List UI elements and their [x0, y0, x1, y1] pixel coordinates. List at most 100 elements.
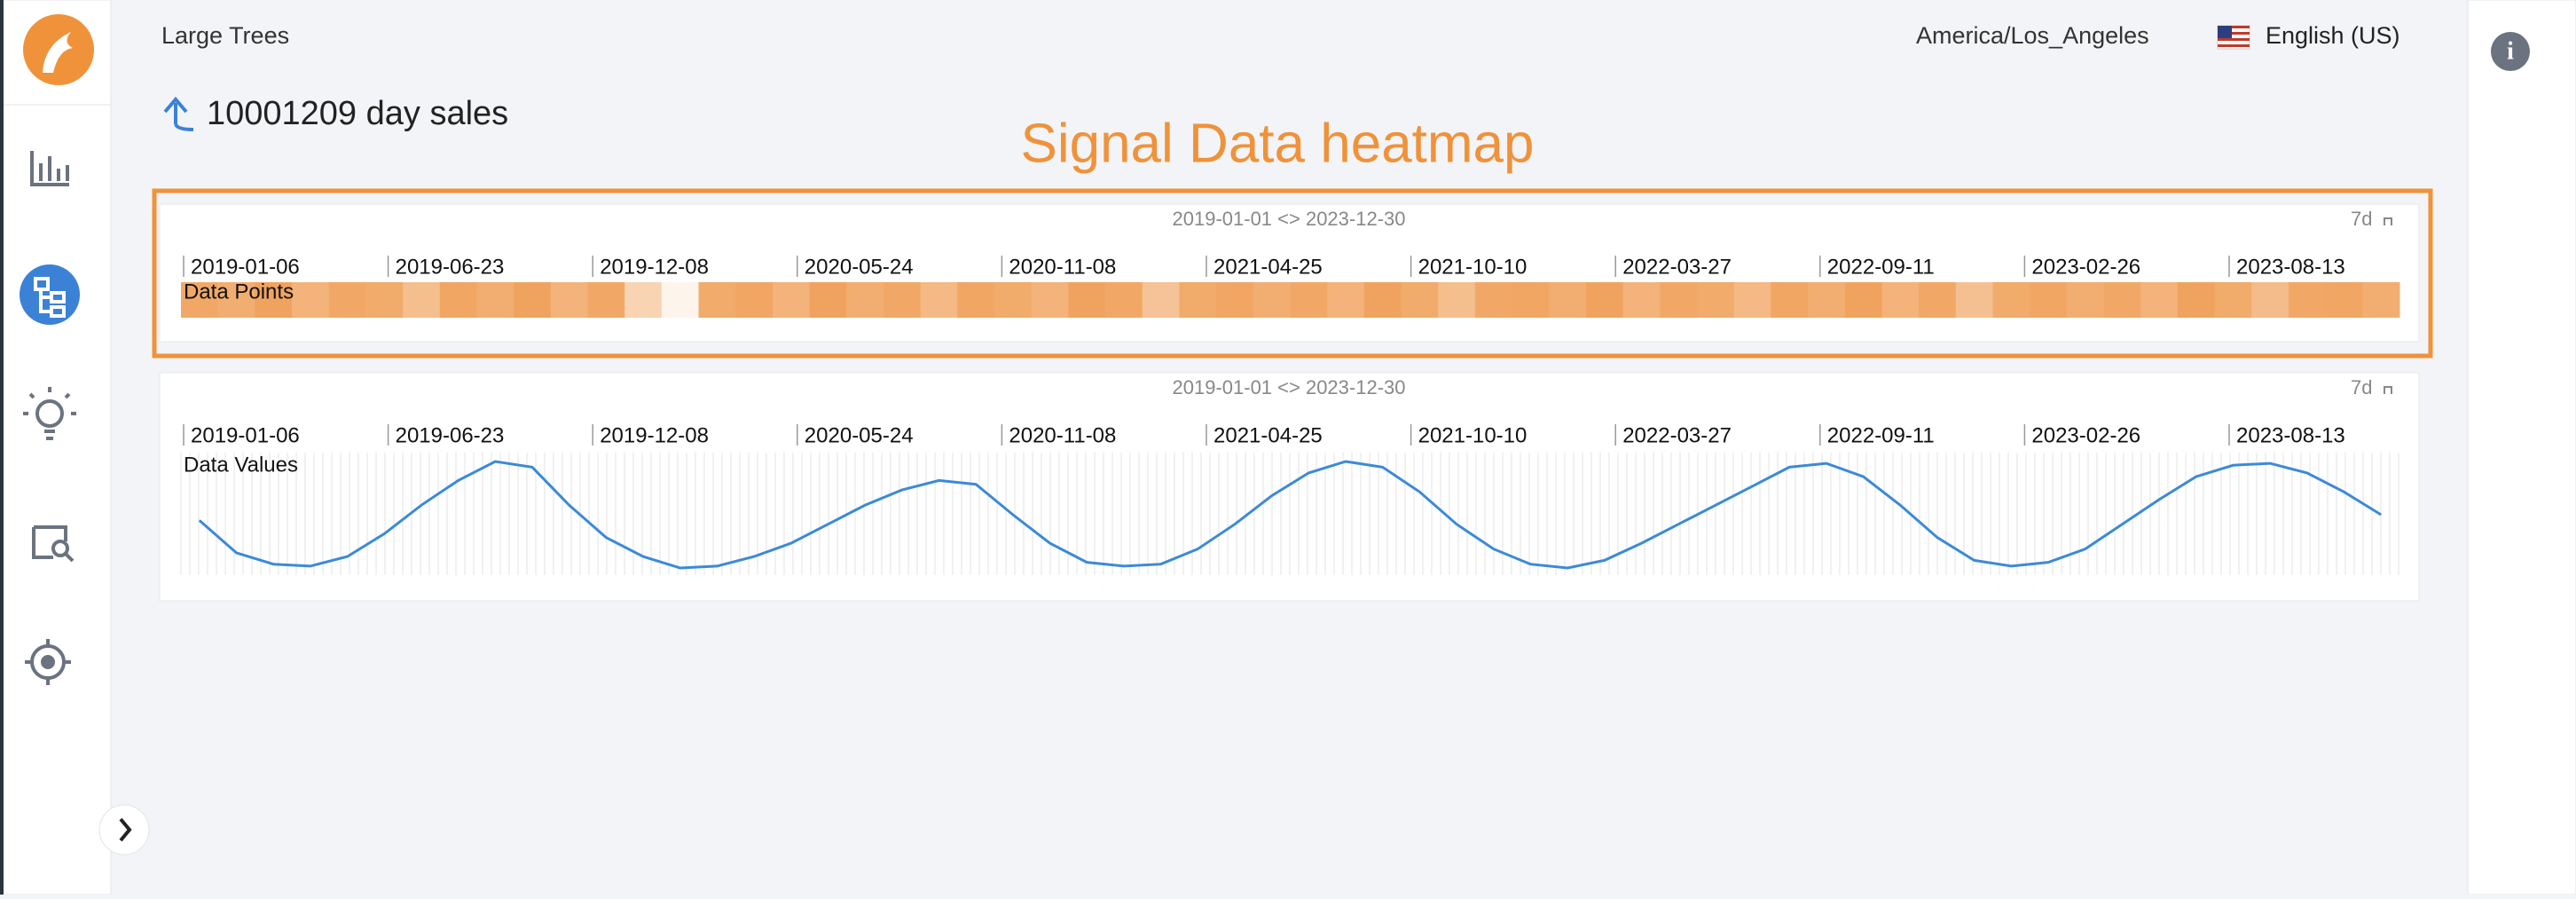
- heat-cell: [1660, 282, 1698, 318]
- heat-cell: [292, 282, 330, 318]
- heat-cell: [1031, 282, 1069, 318]
- heat-cell: [2103, 282, 2141, 318]
- heat-cell: [1549, 282, 1587, 318]
- heat-cell: [1363, 282, 1402, 318]
- nav-tree-icon: [34, 277, 66, 318]
- heat-cell: [1142, 282, 1180, 318]
- heat-cell: [2030, 282, 2068, 318]
- date-label: 2020-11-08: [1009, 423, 1116, 447]
- language[interactable]: English (US): [2266, 22, 2400, 49]
- heat-cell: [2066, 282, 2105, 318]
- flag-stripes: [2218, 26, 2250, 47]
- heat-cell: [514, 282, 552, 318]
- back-button[interactable]: [163, 96, 194, 131]
- heat-cell: [2362, 282, 2400, 318]
- heat-cell: [1808, 282, 1846, 318]
- nav-chart[interactable]: [30, 151, 69, 186]
- range-label: 2019-01-01 <> 2023-12-30: [1173, 208, 1406, 230]
- heat-cell: [1290, 282, 1328, 318]
- heat-cell: [1955, 282, 1993, 318]
- date-label: 2022-09-11: [1827, 423, 1935, 447]
- heat-cell: [1585, 282, 1624, 318]
- app-name: Large Trees: [161, 22, 289, 49]
- date-label: 2022-03-27: [1622, 255, 1732, 279]
- heat-cell: [1512, 282, 1550, 318]
- date-label: 2023-08-13: [2236, 255, 2345, 279]
- date-label: 2019-12-08: [600, 423, 709, 447]
- heat-cell: [883, 282, 922, 318]
- heat-cell: [809, 282, 847, 318]
- right-panel: [2467, 0, 2576, 895]
- heat-cell: [328, 282, 366, 318]
- heat-cell: [1771, 282, 1809, 318]
- heat-cell: [217, 282, 255, 318]
- date-label: 2020-11-08: [1009, 255, 1116, 279]
- date-label: 2021-10-10: [1418, 255, 1528, 279]
- heat-cell: [2288, 282, 2327, 318]
- heat-cell: [1253, 282, 1291, 318]
- heat-cell: [1733, 282, 1771, 318]
- heat-cell: [1401, 282, 1439, 318]
- logo-mark: [43, 32, 73, 73]
- date-label: 2021-04-25: [1213, 423, 1323, 447]
- date-label: 2022-03-27: [1622, 423, 1732, 447]
- interval-icon: [2384, 386, 2392, 394]
- range-label: 2019-01-01 <> 2023-12-30: [1173, 376, 1406, 398]
- date-label: 2023-08-13: [2236, 423, 2345, 447]
- nav-insights[interactable]: [23, 387, 76, 440]
- heat-cell: [846, 282, 884, 318]
- expand-button[interactable]: [98, 804, 150, 856]
- heat-cell: [1474, 282, 1513, 318]
- heat-cell: [2251, 282, 2289, 318]
- nav-target[interactable]: [25, 639, 71, 685]
- heat-cell: [403, 282, 441, 318]
- info-button[interactable]: [2491, 32, 2530, 71]
- heat-cell: [1438, 282, 1476, 318]
- heat-cell: [365, 282, 404, 318]
- date-label: 2023-02-26: [2031, 423, 2140, 447]
- card-heatmap: [159, 203, 2420, 343]
- heat-cell: [2177, 282, 2216, 318]
- date-label: 2020-05-24: [805, 423, 914, 447]
- heat-cell: [735, 282, 774, 318]
- heat-cell: [181, 282, 219, 318]
- heat-cell: [1622, 282, 1661, 318]
- expand-icon: [119, 817, 132, 842]
- heat-cell: [1327, 282, 1365, 318]
- row-label: Data Points: [184, 280, 294, 304]
- heat-cell: [957, 282, 995, 318]
- date-label: 2019-06-23: [396, 255, 505, 279]
- date-label: 2019-06-23: [396, 423, 505, 447]
- heat-cell: [1179, 282, 1217, 318]
- interval-icon: [2384, 217, 2392, 225]
- info-icon: i: [2507, 37, 2514, 65]
- date-label: 2022-09-11: [1827, 255, 1935, 279]
- highlight-box: [152, 188, 2433, 359]
- date-label: 2019-01-06: [191, 255, 300, 279]
- date-label: 2023-02-26: [2031, 255, 2140, 279]
- heat-cell: [1844, 282, 1882, 318]
- sidebar-edge: [0, 0, 4, 895]
- heat-cell: [661, 282, 700, 318]
- heat-cell: [1105, 282, 1143, 318]
- heat-cell: [550, 282, 589, 318]
- nav-search[interactable]: [32, 525, 75, 563]
- heat-cell: [1216, 282, 1254, 318]
- timezone[interactable]: America/Los_Angeles: [1916, 22, 2149, 49]
- heat-cell: [587, 282, 625, 318]
- heat-cell: [476, 282, 514, 318]
- heat-cell: [994, 282, 1033, 318]
- interval-label[interactable]: 7d: [2351, 208, 2372, 230]
- heat-cell: [1068, 282, 1106, 318]
- heat-cell: [2325, 282, 2363, 318]
- flag-canton: [2218, 26, 2232, 38]
- interval-label[interactable]: 7d: [2351, 376, 2372, 398]
- heat-cell: [1992, 282, 2030, 318]
- heat-cell: [1919, 282, 1957, 318]
- value-line: [198, 460, 2382, 570]
- heat-cell: [698, 282, 736, 318]
- heat-cell: [2214, 282, 2252, 318]
- sidebar: [0, 0, 112, 895]
- date-label: 2019-12-08: [600, 255, 709, 279]
